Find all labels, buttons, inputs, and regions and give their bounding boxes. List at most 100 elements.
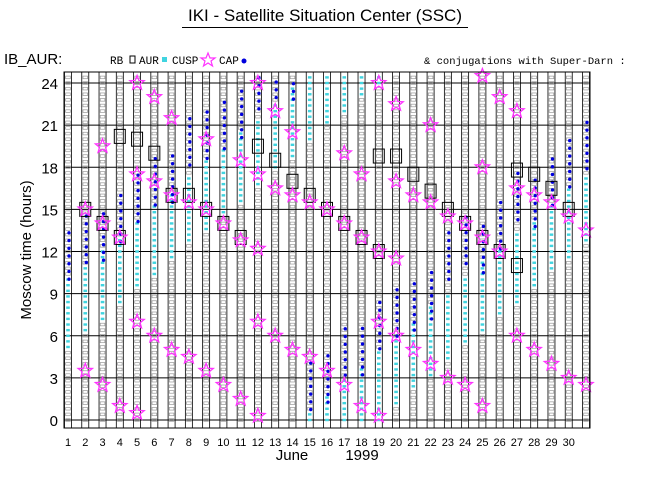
aur-mark: [583, 384, 589, 388]
cap-dot: [67, 277, 71, 281]
aur-mark: [393, 120, 399, 124]
aur-mark: [410, 255, 416, 259]
aur-mark: [324, 244, 330, 248]
cusp-mark: [411, 334, 416, 337]
x-tick-label: 9: [203, 437, 209, 449]
cap-dot: [464, 254, 468, 258]
aur-mark: [376, 182, 382, 186]
cusp-mark: [480, 306, 485, 309]
aur-mark: [445, 210, 451, 214]
cusp-mark: [204, 182, 208, 186]
aur-mark: [583, 311, 589, 315]
aur-mark: [324, 350, 330, 355]
aur-mark: [514, 75, 520, 80]
aur-mark: [462, 193, 468, 197]
cap-dot: [257, 91, 261, 96]
aur-mark: [358, 193, 365, 197]
cusp-mark: [566, 199, 571, 203]
cap-dot: [498, 216, 503, 220]
aur-mark: [514, 311, 520, 315]
cap-dot: [136, 219, 140, 224]
aur-mark: [583, 103, 589, 108]
aur-mark: [583, 244, 589, 248]
aur-mark: [566, 356, 572, 360]
aur-mark: [255, 401, 261, 405]
aur-mark: [220, 334, 227, 338]
aur-mark: [531, 137, 537, 141]
aur-mark: [186, 109, 192, 113]
aur-mark: [255, 233, 261, 237]
cusp-mark: [463, 284, 467, 287]
aur-mark: [548, 154, 555, 158]
aur-mark: [82, 390, 88, 394]
cusp-mark: [446, 312, 450, 315]
aur-mark: [82, 115, 88, 119]
aur-mark: [324, 227, 330, 231]
aur-mark: [566, 120, 572, 124]
aur-mark: [410, 244, 416, 248]
aur-mark: [220, 412, 227, 417]
aur-mark: [203, 75, 209, 80]
cap-dot: [326, 392, 330, 397]
aur-mark: [548, 75, 555, 80]
aur-mark: [514, 92, 520, 96]
cusp-mark: [584, 205, 588, 208]
rb-rectangle: [303, 187, 316, 203]
cusp-mark: [307, 126, 312, 130]
aur-mark: [238, 379, 244, 383]
aur-mark: [341, 204, 347, 209]
aur-mark: [117, 120, 123, 124]
cap-dot: [153, 164, 158, 169]
aur-mark: [220, 311, 227, 315]
cusp-mark: [169, 233, 174, 236]
aur-mark: [583, 395, 589, 400]
cap-dot: [309, 392, 313, 396]
aur-mark: [99, 384, 106, 388]
aur-mark: [65, 182, 71, 186]
aur-mark: [289, 221, 296, 226]
aur-mark: [255, 272, 261, 276]
aur-mark: [99, 339, 106, 344]
aur-mark: [548, 306, 555, 310]
cusp-mark: [584, 216, 588, 220]
cusp-mark: [394, 385, 398, 388]
aur-mark: [376, 289, 382, 293]
aur-mark: [462, 384, 468, 388]
cap-dot: [153, 187, 158, 192]
cap-dot: [498, 239, 503, 243]
cusp-mark: [532, 250, 536, 253]
rb-rectangle: [269, 152, 282, 168]
cusp-mark: [66, 289, 70, 293]
cap-dot: [119, 193, 123, 198]
aur-mark: [566, 261, 572, 265]
cap-star: [162, 185, 181, 203]
aur-mark: [497, 367, 503, 372]
aur-mark: [65, 356, 71, 360]
aur-mark: [427, 289, 434, 293]
aur-mark: [497, 322, 503, 327]
cusp-mark: [497, 278, 502, 281]
aur-mark: [220, 81, 227, 85]
aur-mark: [548, 350, 555, 355]
aur-mark: [307, 176, 313, 181]
cusp-mark: [187, 210, 191, 214]
cusp-mark: [66, 306, 70, 309]
aur-mark: [151, 379, 157, 383]
aur-mark: [238, 227, 244, 231]
aur-mark: [514, 412, 520, 417]
aur-mark: [186, 244, 192, 248]
aur-mark: [358, 249, 365, 254]
aur-mark: [99, 103, 106, 108]
cap-dot: [395, 303, 399, 307]
aur-mark: [445, 154, 451, 158]
cap-dot: [222, 147, 227, 151]
aur-mark: [531, 98, 537, 102]
aur-mark: [99, 171, 106, 175]
aur-mark: [117, 339, 123, 344]
aur-mark: [427, 165, 434, 169]
aur-mark: [82, 339, 88, 344]
x-tick-label: 5: [134, 437, 140, 449]
aur-mark: [462, 120, 468, 124]
aur-mark: [307, 289, 313, 293]
